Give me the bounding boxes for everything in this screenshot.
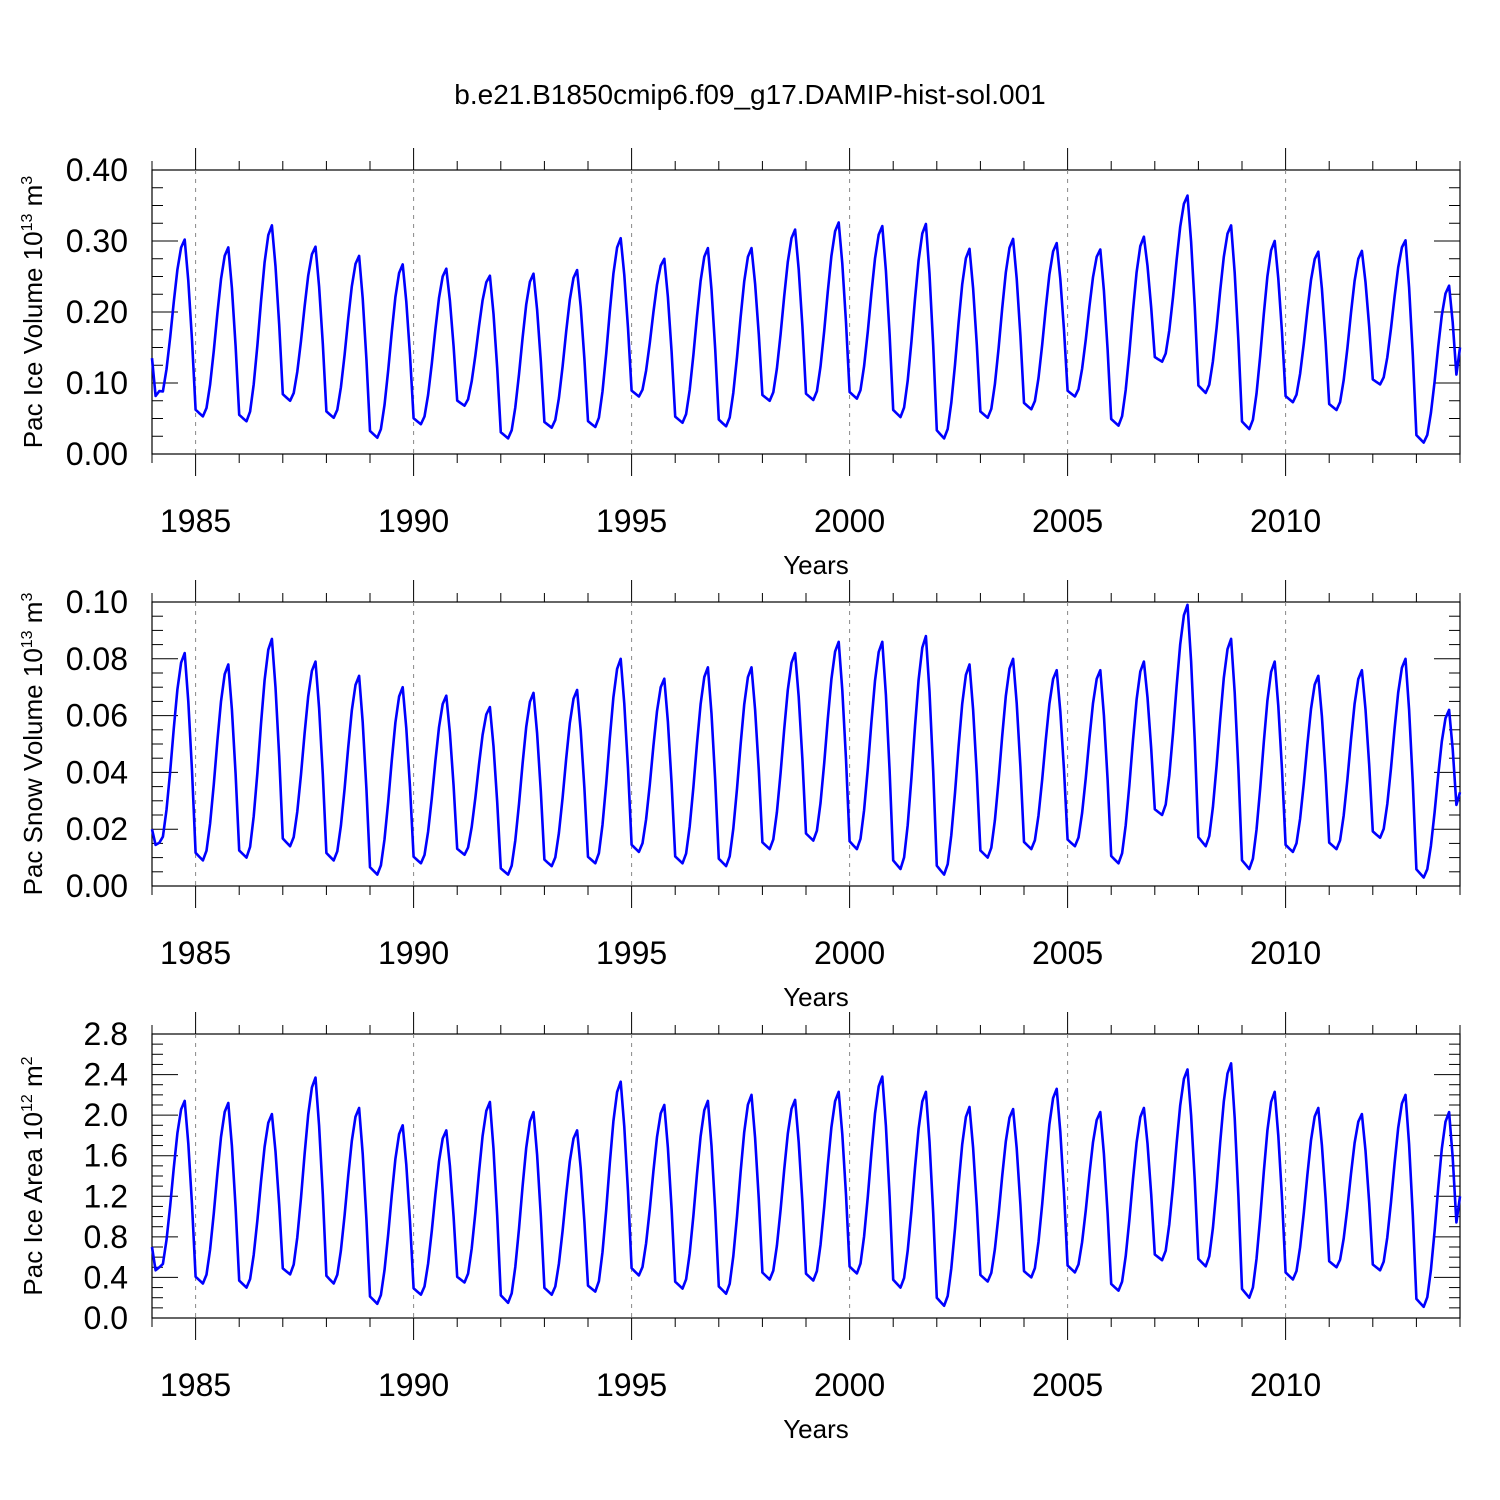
y-tick-label: 1.2 (84, 1178, 128, 1214)
y-tick-label: 0.06 (66, 698, 128, 734)
series-line (150, 1062, 1462, 1309)
x-tick-label: 2005 (1032, 1367, 1103, 1403)
x-tick-label: 1995 (596, 1367, 667, 1403)
x-tick-label: 1990 (378, 935, 449, 971)
main-title: b.e21.B1850cmip6.f09_g17.DAMIP-hist-sol.… (454, 79, 1045, 110)
y-tick-label: 0.10 (66, 584, 128, 620)
x-tick-label: 2000 (814, 503, 885, 539)
x-tick-label: 2005 (1032, 503, 1103, 539)
y-tick-label: 0.10 (66, 365, 128, 401)
y-tick-label: 1.6 (84, 1138, 128, 1174)
x-tick-label: 2005 (1032, 935, 1103, 971)
panel-pac-snow-volume: 1985 1990 1995 2000 2005 2010 Years 0.00 0.02 0.0… (18, 580, 1462, 1012)
x-axis-title: Years (783, 1414, 849, 1444)
y-tick-label: 0.02 (66, 811, 128, 847)
panel-pac-ice-area: 1985 1990 1995 2000 2005 2010 Years 0.0 0.4 0.8 1.… (18, 1012, 1462, 1444)
y-tick-label: 0.08 (66, 641, 128, 677)
x-tick-label: 2000 (814, 935, 885, 971)
y-tick-label: 0.8 (84, 1219, 128, 1255)
x-tick-label: 2010 (1250, 935, 1321, 971)
x-axis-title: Years (783, 982, 849, 1012)
x-tick-label: 1995 (596, 935, 667, 971)
panel-pac-ice-volume: 1985 1990 1995 2000 2005 2010 Years 0.00 0.10 0.2… (18, 148, 1462, 580)
y-tick-label: 0.30 (66, 223, 128, 259)
x-tick-label: 1985 (160, 935, 231, 971)
y-tick-label: 0.00 (66, 436, 128, 472)
y-tick-label: 2.0 (84, 1097, 128, 1133)
y-axis-title: Pac Ice Area 1012 m2 (18, 1056, 48, 1295)
x-tick-label: 1985 (160, 1367, 231, 1403)
y-tick-label: 0.00 (66, 868, 128, 904)
x-tick-label: 1990 (378, 503, 449, 539)
y-tick-label: 2.4 (84, 1057, 128, 1093)
series-line (150, 194, 1462, 444)
y-tick-label: 2.8 (84, 1016, 128, 1052)
y-axis-title: Pac Snow Volume 1013 m3 (18, 593, 48, 896)
y-tick-label: 0.4 (84, 1259, 128, 1295)
x-tick-label: 2000 (814, 1367, 885, 1403)
x-tick-label: 2010 (1250, 1367, 1321, 1403)
x-axis-title: Years (783, 550, 849, 580)
y-tick-label: 0.04 (66, 754, 128, 790)
series-line (150, 603, 1462, 879)
y-tick-label: 0.20 (66, 294, 128, 330)
y-tick-label: 0.40 (66, 152, 128, 188)
x-tick-label: 2010 (1250, 503, 1321, 539)
y-axis-title: Pac Ice Volume 1013 m3 (18, 176, 48, 449)
x-tick-label: 1990 (378, 1367, 449, 1403)
x-tick-label: 1985 (160, 503, 231, 539)
x-tick-label: 1995 (596, 503, 667, 539)
y-tick-label: 0.0 (84, 1300, 128, 1336)
